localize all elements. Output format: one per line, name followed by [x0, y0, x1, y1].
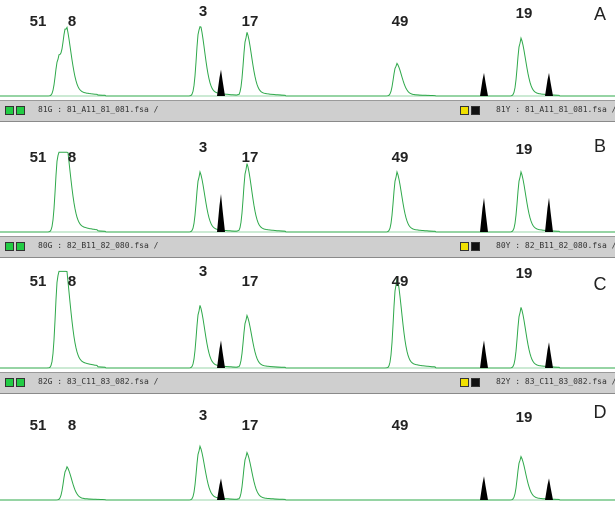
peak-label: 8: [68, 149, 76, 166]
yellow-channel-icon[interactable]: [460, 106, 469, 115]
panel-letter: A: [594, 4, 606, 24]
sample-file-label: 82Y : 83_C11_83_082.fsa /: [496, 377, 615, 386]
size-standard-peak: [545, 478, 553, 500]
trace-line: [0, 270, 615, 369]
peak-label: 8: [68, 417, 76, 434]
black-channel-icon[interactable]: [471, 378, 480, 387]
size-standard-peak: [217, 340, 225, 368]
peak-label: 17: [242, 417, 259, 434]
size-standard-peak: [217, 69, 225, 96]
yellow-channel-icon[interactable]: [460, 378, 469, 387]
peak-label: 3: [199, 263, 207, 280]
green-channel-icon[interactable]: [5, 242, 14, 251]
yellow-channel-icon[interactable]: [460, 242, 469, 251]
peak-label: 8: [68, 273, 76, 290]
size-standard-peak: [217, 194, 225, 232]
peak-label: 17: [242, 13, 259, 30]
size-standard-peak: [480, 476, 488, 500]
peak-label: 17: [242, 273, 259, 290]
sample-bar-c: 82G : 83_C11_83_082.fsa / 82Y : 83_C11_8…: [0, 372, 615, 394]
sample-file-label: 82G : 83_C11_83_082.fsa /: [38, 377, 159, 386]
peak-label: 19: [516, 265, 533, 282]
panel-letter: C: [594, 274, 607, 294]
peak-label: 3: [199, 407, 207, 424]
peak-label: 49: [392, 273, 409, 290]
green-channel-icon[interactable]: [16, 378, 25, 387]
trace-line: [0, 444, 615, 501]
peak-label: 51: [30, 417, 47, 434]
electropherogram-c: 51 8 3 17 49 19 C: [0, 263, 615, 369]
panel-b: 51 8 3 17 49 19 B 80G : 82_B11_82_080.fsa / 80…: [0, 132, 615, 258]
size-standard-peak: [217, 478, 225, 500]
peak-label: 17: [242, 149, 259, 166]
sample-file-label: 80G : 82_B11_82_080.fsa /: [38, 241, 159, 250]
peak-label: 51: [30, 273, 47, 290]
size-standard-peak: [480, 197, 488, 232]
peak-label: 19: [516, 5, 533, 22]
peak-label: 49: [392, 417, 409, 434]
peak-label: 49: [392, 13, 409, 30]
panel-letter: B: [594, 136, 606, 156]
black-channel-icon[interactable]: [471, 242, 480, 251]
trace-line: [0, 151, 615, 233]
electropherogram-b: 51 8 3 17 49 19 B: [0, 136, 615, 233]
peak-label: 3: [199, 139, 207, 156]
size-standard-peak: [545, 342, 553, 368]
sample-bar-b: 80G : 82_B11_82_080.fsa / 80Y : 82_B11_8…: [0, 236, 615, 258]
sample-bar-a: 81G : 81_A11_81_081.fsa / 81Y : 81_A11_8…: [0, 100, 615, 122]
size-standard-peak: [480, 340, 488, 368]
panel-a: 51 8 3 17 49 19 A 81G : 81_A11_81_081.fsa / 81…: [0, 0, 615, 126]
trace-line: [0, 25, 615, 97]
peak-label: 51: [30, 149, 47, 166]
green-channel-icon[interactable]: [16, 106, 25, 115]
electropherogram-d: 51 8 3 17 49 19 D: [0, 402, 615, 501]
green-channel-icon[interactable]: [5, 106, 14, 115]
green-channel-icon[interactable]: [16, 242, 25, 251]
peak-label: 49: [392, 149, 409, 166]
panel-d: 51 8 3 17 49 19 D: [0, 398, 615, 505]
electropherogram-a: 51 8 3 17 49 19 A: [0, 3, 615, 97]
panel-letter: D: [594, 402, 607, 422]
sample-file-label: 81G : 81_A11_81_081.fsa /: [38, 105, 159, 114]
size-standard-peak: [545, 197, 553, 232]
black-channel-icon[interactable]: [471, 106, 480, 115]
peak-label: 8: [68, 13, 76, 30]
green-channel-icon[interactable]: [5, 378, 14, 387]
sample-file-label: 80Y : 82_B11_82_080.fsa /: [496, 241, 615, 250]
peak-label: 19: [516, 141, 533, 158]
size-standard-peak: [480, 72, 488, 96]
sample-file-label: 81Y : 81_A11_81_081.fsa /: [496, 105, 615, 114]
size-standard-peak: [545, 72, 553, 96]
peak-label: 3: [199, 3, 207, 20]
peak-label: 51: [30, 13, 47, 30]
peak-label: 19: [516, 409, 533, 426]
panel-c: 51 8 3 17 49 19 C 82G : 83_C11_83_082.fsa / 82…: [0, 262, 615, 394]
